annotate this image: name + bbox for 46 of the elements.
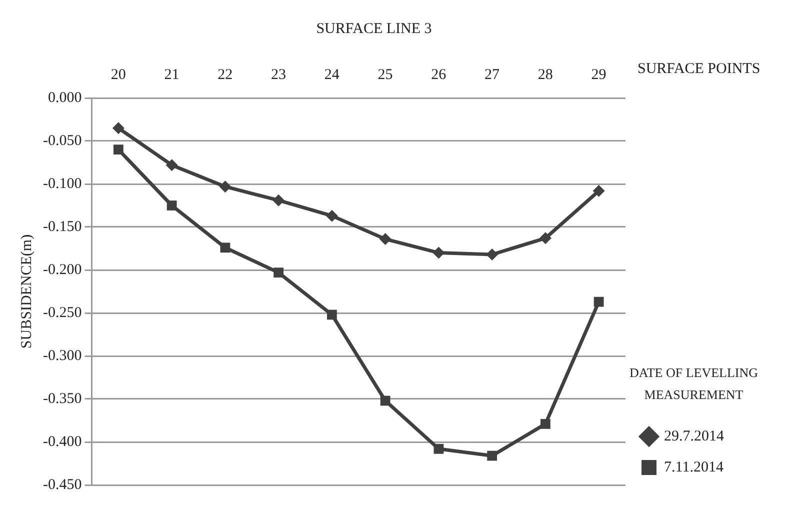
y-tick-label: -0.200	[42, 262, 82, 278]
point	[379, 233, 392, 246]
legend-label: 7.11.2014	[664, 459, 724, 476]
point	[540, 418, 550, 429]
y-tick-label: -0.100	[42, 176, 82, 192]
point	[112, 122, 124, 134]
y-axis-title: SUBSIDENCE(m)	[18, 234, 35, 349]
point	[272, 194, 285, 206]
point	[166, 200, 177, 210]
x-tick-label: 22	[218, 66, 233, 83]
point	[274, 268, 284, 278]
y-tick-label: -0.300	[42, 348, 82, 364]
x-tick-label: 24	[324, 66, 340, 83]
y-tick-label: 0.000	[48, 90, 82, 106]
point	[432, 246, 445, 259]
x-tick-label: 28	[538, 66, 553, 83]
point	[380, 396, 390, 406]
point	[434, 444, 444, 454]
point	[486, 248, 498, 261]
legend-label: 29.7.2014	[664, 428, 724, 444]
y-tick-label: -0.250	[42, 304, 82, 321]
point	[219, 180, 232, 193]
x-tick-label: 26	[431, 66, 447, 83]
y-tick-label: -0.350	[42, 390, 82, 407]
point	[487, 450, 498, 461]
point	[326, 210, 338, 222]
legend-title: DATE OF LEVELLING MEASUREMENT	[629, 365, 758, 402]
y-tick-label: -0.150	[42, 218, 82, 235]
y-tick-label: -0.450	[42, 476, 82, 493]
x-tick-label: 21	[164, 66, 180, 83]
point	[539, 232, 552, 244]
point	[326, 310, 337, 320]
x-tick-label: 27	[484, 66, 500, 83]
y-tick-label: -0.050	[42, 132, 82, 149]
y-tick-label: -0.400	[42, 434, 82, 450]
point	[220, 242, 230, 253]
point	[592, 184, 605, 197]
point	[113, 144, 124, 155]
point	[594, 296, 604, 307]
x-tick-label: 20	[110, 66, 126, 83]
point	[166, 159, 178, 172]
chart-title: SURFACE LINE 3	[316, 20, 432, 37]
x-axis-title: SURFACE POINTS	[638, 60, 760, 77]
x-tick-label: 25	[378, 66, 393, 83]
x-tick-label: 23	[271, 66, 286, 83]
x-tick-label: 29	[591, 66, 606, 83]
